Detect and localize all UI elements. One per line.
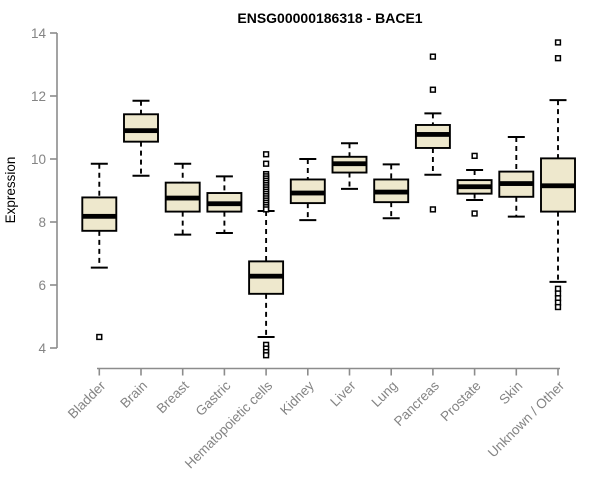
y-tick-label: 8	[38, 215, 46, 230]
median-line	[249, 273, 284, 279]
median-line	[541, 183, 575, 189]
outlier-point	[96, 333, 103, 341]
median-line	[82, 213, 117, 219]
x-tick-label: Skin	[496, 378, 525, 407]
boxplot-skin	[498, 135, 535, 218]
boxplot-kidney	[289, 158, 326, 222]
x-tick-label: Pancreas	[391, 378, 442, 429]
x-tick-label: Breast	[154, 378, 192, 416]
median-line	[207, 201, 242, 207]
outlier-point	[429, 53, 437, 60]
chart-title: ENSG00000186318 - BACE1	[237, 10, 422, 26]
boxplots	[81, 39, 576, 359]
outlier-point	[262, 151, 270, 158]
median-line	[415, 132, 450, 137]
outlier-point	[262, 160, 270, 167]
x-tick-label: Brain	[117, 378, 150, 411]
x-tick-label: Bladder	[65, 378, 109, 422]
y-axis-label: Expression	[3, 157, 18, 224]
boxplot-prostate	[456, 152, 493, 217]
boxplot-unknown-other	[540, 39, 576, 311]
y-tick-label: 6	[38, 278, 46, 293]
boxplot-liver	[331, 142, 368, 190]
boxplot-gastric	[206, 175, 243, 235]
boxplot-breast	[164, 162, 201, 236]
iqr-box	[123, 113, 159, 143]
x-tick-label: Kidney	[277, 378, 317, 418]
y-tick-label: 10	[31, 152, 46, 167]
boxplot-bladder	[81, 162, 118, 341]
y-tick-label: 12	[31, 89, 46, 104]
outlier-point	[471, 152, 478, 159]
outlier-point	[554, 39, 562, 46]
boxplot-brain	[123, 99, 159, 177]
boxplot-lung	[373, 163, 410, 220]
median-line	[165, 195, 200, 201]
y-tick-label: 14	[31, 26, 47, 41]
outlier-point	[429, 206, 437, 213]
boxplot-hematopoietic-cells	[248, 151, 285, 359]
x-tick-label: Unknown / Other	[485, 378, 568, 461]
x-tick-label: Liver	[327, 378, 359, 410]
median-line	[124, 128, 158, 134]
x-tick-label: Prostate	[438, 378, 484, 424]
outlier-point	[262, 206, 270, 213]
outlier-point	[554, 55, 562, 62]
median-line	[499, 181, 534, 186]
boxplot-pancreas	[414, 53, 451, 213]
median-line	[332, 161, 367, 167]
outlier-point	[471, 210, 478, 217]
outlier-point	[554, 303, 562, 311]
x-tick-label: Gastric	[193, 378, 234, 419]
outlier-point	[262, 352, 270, 359]
x-tick-label: Lung	[368, 378, 400, 410]
outlier-point	[429, 86, 437, 93]
median-line	[457, 184, 492, 190]
median-line	[290, 190, 325, 196]
y-tick-label: 4	[38, 341, 46, 356]
median-line	[374, 189, 409, 195]
